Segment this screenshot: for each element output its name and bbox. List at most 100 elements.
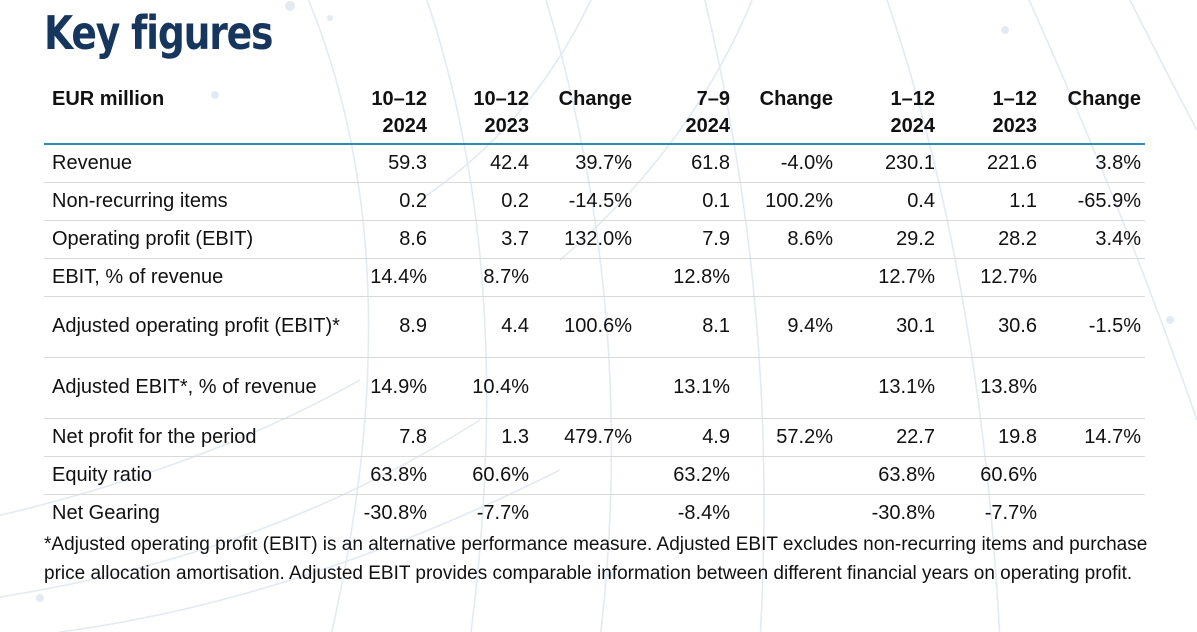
- row-label: Operating profit (EBIT): [44, 220, 354, 259]
- key-figures-table: EUR million 10–12 2024 10–12 2023 Change 7…: [44, 82, 1145, 532]
- table-cell: 8.6%: [734, 220, 837, 259]
- table-cell: -14.5%: [533, 182, 636, 221]
- table-cell: 59.3: [354, 144, 431, 183]
- table-cell: 10.4%: [431, 357, 533, 419]
- table-cell: 63.8%: [354, 456, 431, 495]
- page-title: Key figures: [44, 6, 273, 60]
- table-cell: 13.1%: [636, 357, 734, 419]
- table-cell: [533, 494, 636, 532]
- table-cell: [1041, 258, 1145, 297]
- table-cell: 14.9%: [354, 357, 431, 419]
- column-header-q4-2023: 10–12 2023: [431, 82, 533, 145]
- table-cell: 0.2: [431, 182, 533, 221]
- table-row-adjusted-ebit-percent: Adjusted EBIT*, % of revenue 14.9% 10.4%…: [44, 357, 1145, 419]
- table-cell: 8.7%: [431, 258, 533, 297]
- column-header-change-q3: Change: [734, 82, 837, 145]
- table-cell: 1.1: [939, 182, 1041, 221]
- table-cell: -4.0%: [734, 144, 837, 183]
- row-label: Adjusted EBIT*, % of revenue: [44, 357, 354, 419]
- table-cell: 22.7: [837, 418, 939, 457]
- table-cell: 0.1: [636, 182, 734, 221]
- column-header-change-q4: Change: [533, 82, 636, 145]
- table-row-adjusted-ebit: Adjusted operating profit (EBIT)* 8.9 4.…: [44, 296, 1145, 358]
- table-cell: [1041, 456, 1145, 495]
- table-cell: 28.2: [939, 220, 1041, 259]
- table-cell: 61.8: [636, 144, 734, 183]
- table-cell: 14.4%: [354, 258, 431, 297]
- table-cell: [734, 456, 837, 495]
- footnote: *Adjusted operating profit (EBIT) is an …: [44, 534, 1148, 584]
- table-cell: 60.6%: [939, 456, 1041, 495]
- table-row-ebit-percent: EBIT, % of revenue 14.4% 8.7% 12.8% 12.7…: [44, 258, 1145, 297]
- table-cell: 63.8%: [837, 456, 939, 495]
- table-cell: 13.8%: [939, 357, 1041, 419]
- table-cell: [734, 357, 837, 419]
- table-cell: 13.1%: [837, 357, 939, 419]
- table-cell: 57.2%: [734, 418, 837, 457]
- table-cell: [533, 357, 636, 419]
- table-cell: [734, 258, 837, 297]
- table-cell: -7.7%: [476, 501, 529, 524]
- row-label: Equity ratio: [44, 456, 354, 495]
- table-row-operating-profit: Operating profit (EBIT) 8.6 3.7 132.0% 7…: [44, 220, 1145, 259]
- table-cell: 7.8: [354, 418, 431, 457]
- row-label: Net Gearing: [52, 501, 160, 524]
- row-label: EBIT, % of revenue: [44, 258, 354, 297]
- table-cell: [533, 258, 636, 297]
- column-header-fy-2023: 1–12 2023: [939, 82, 1041, 145]
- table-cell: 479.7%: [533, 418, 636, 457]
- table-cell: 7.9: [636, 220, 734, 259]
- row-label: Net profit for the period: [44, 418, 354, 457]
- table-cell: 29.2: [837, 220, 939, 259]
- table-cell: 63.2%: [636, 456, 734, 495]
- table-cell: 12.7%: [837, 258, 939, 297]
- table-row-net-gearing: Net Gearing -30.8% -7.7% -8.4% -30.8% -7…: [44, 494, 1145, 532]
- table-cell: [734, 494, 837, 532]
- table-cell: 8.9: [354, 296, 431, 358]
- column-header-eur-million: EUR million: [44, 82, 354, 145]
- table-cell: 30.1: [837, 296, 939, 358]
- row-label: Non-recurring items: [44, 182, 354, 221]
- table-cell: 19.8: [939, 418, 1041, 457]
- table-cell: 221.6: [939, 144, 1041, 183]
- table-cell: 3.4%: [1041, 220, 1145, 259]
- table-cell: -30.8%: [363, 501, 427, 524]
- table-cell: 30.6: [939, 296, 1041, 358]
- table-cell: -30.8%: [871, 501, 935, 524]
- table-cell: 0.4: [837, 182, 939, 221]
- table-cell: 1.3: [431, 418, 533, 457]
- table-cell: 12.8%: [636, 258, 734, 297]
- table-cell: 0.2: [354, 182, 431, 221]
- table-cell: 230.1: [837, 144, 939, 183]
- column-header-fy-2024: 1–12 2024: [837, 82, 939, 145]
- table-cell: 3.8%: [1041, 144, 1145, 183]
- table-cell: 4.9: [636, 418, 734, 457]
- table-cell: 12.7%: [939, 258, 1041, 297]
- table-cell: [1041, 494, 1145, 532]
- table-cell: 8.1: [636, 296, 734, 358]
- table-cell: 60.6%: [431, 456, 533, 495]
- row-label: Revenue: [44, 144, 354, 183]
- table-row-non-recurring-items: Non-recurring items 0.2 0.2 -14.5% 0.1 1…: [44, 182, 1145, 221]
- table-cell: 100.6%: [533, 296, 636, 358]
- table-header-row: EUR million 10–12 2024 10–12 2023 Change 7…: [44, 82, 1145, 145]
- table-cell: 42.4: [431, 144, 533, 183]
- table-cell: [533, 456, 636, 495]
- table-cell: 4.4: [431, 296, 533, 358]
- column-header-change-fy: Change: [1041, 82, 1145, 145]
- table-cell: 3.7: [431, 220, 533, 259]
- table-cell: 8.6: [354, 220, 431, 259]
- column-header-q3-2024: 7–9 2024: [636, 82, 734, 145]
- table-cell: -7.7%: [984, 501, 1037, 524]
- table-row-net-profit: Net profit for the period 7.8 1.3 479.7%…: [44, 418, 1145, 457]
- table-cell: 14.7%: [1041, 418, 1145, 457]
- table-cell: 100.2%: [734, 182, 837, 221]
- table-cell: -8.4%: [677, 501, 730, 524]
- table-row-equity-ratio: Equity ratio 63.8% 60.6% 63.2% 63.8% 60.…: [44, 456, 1145, 495]
- table-cell: -1.5%: [1041, 296, 1145, 358]
- table-cell: 132.0%: [533, 220, 636, 259]
- table-cell: 39.7%: [533, 144, 636, 183]
- row-label: Adjusted operating profit (EBIT)*: [44, 296, 354, 358]
- table-cell: [1041, 357, 1145, 419]
- table-cell: 9.4%: [734, 296, 837, 358]
